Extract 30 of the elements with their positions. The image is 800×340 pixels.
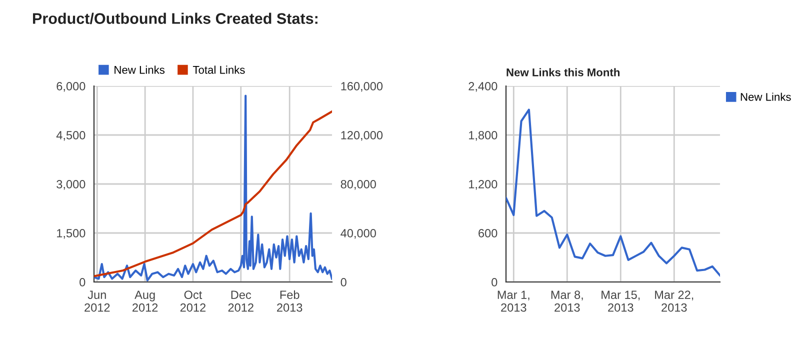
x-tick-label: Mar 1, 2013 [498, 290, 530, 312]
x-tick-label: Mar 22, 2013 [655, 290, 694, 312]
y-tick-label: 3,000 [56, 180, 86, 190]
legend-label: New Links [740, 92, 791, 101]
x-tick-label: Mar 15, 2013 [602, 290, 640, 312]
y2-tick-label: 0 [340, 278, 346, 286]
y-tick-label: 600 [478, 229, 498, 238]
y2-tick-label: 160,000 [341, 82, 383, 92]
y-tick-label: 0 [492, 278, 498, 286]
y2-tick-label: 80,000 [340, 180, 376, 190]
x-tick-label: Oct 2012 [180, 290, 206, 312]
y2-tick-label: 120,000 [341, 131, 383, 141]
x-tick-label: Jun 2012 [84, 290, 110, 312]
chart-title: New Links this Month [506, 68, 620, 76]
y-tick-label: 1,200 [469, 180, 498, 190]
x-tick-label: Mar 8, 2013 [551, 290, 583, 312]
x-tick-label: Feb 2013 [277, 290, 302, 312]
legend-label: New Links [114, 66, 165, 74]
x-tick-label: Dec 2012 [228, 290, 254, 312]
y-tick-label: 1,800 [469, 131, 498, 141]
legend-label: Total Links [192, 66, 245, 74]
chart-title: Product/Outbound Links Created Stats: [33, 12, 318, 24]
y-tick-label: 6,000 [56, 82, 86, 92]
x-tick-label: Aug 2012 [132, 290, 158, 312]
y-tick-label: 0 [80, 278, 86, 286]
y-tick-label: 4,500 [56, 131, 86, 141]
y2-tick-label: 40,000 [340, 229, 376, 239]
y-tick-label: 2,400 [468, 82, 498, 92]
y-tick-label: 1,500 [57, 229, 86, 239]
line-series [506, 108, 720, 277]
